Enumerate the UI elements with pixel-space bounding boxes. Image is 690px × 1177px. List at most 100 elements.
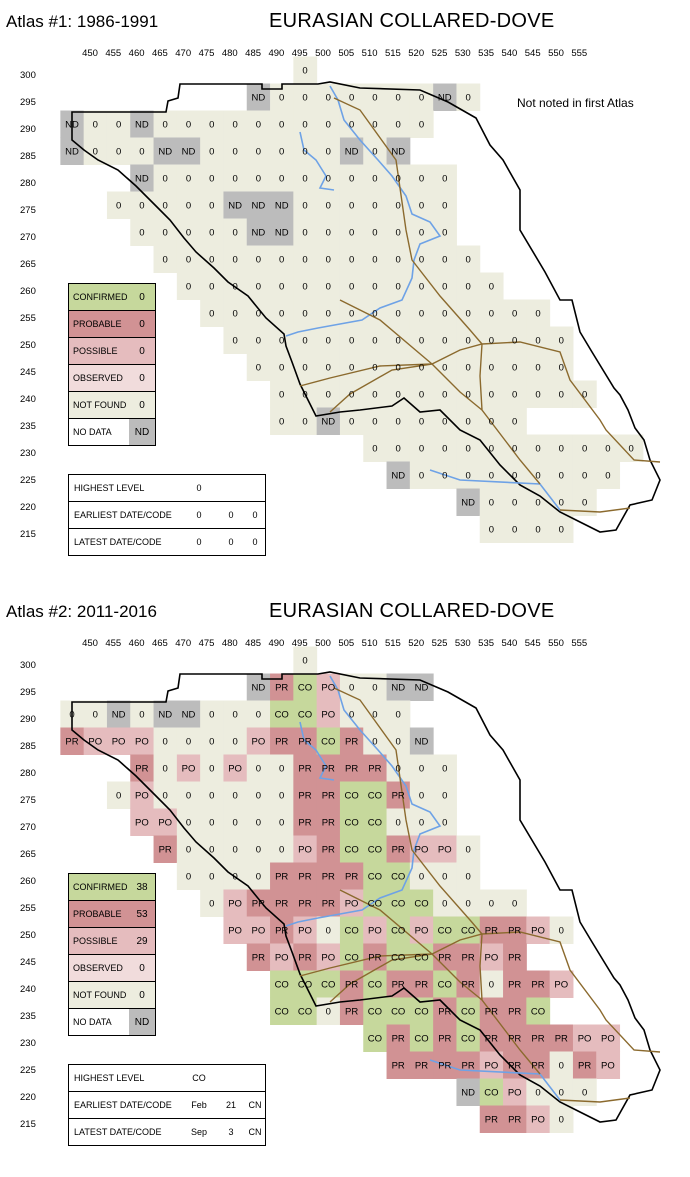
legend-label: OBSERVED xyxy=(69,955,129,981)
grid-cell xyxy=(246,110,271,138)
cell-code: ND xyxy=(65,120,79,131)
cell-code: PR xyxy=(322,845,335,856)
grid-cell xyxy=(363,673,388,701)
cell-code: 0 xyxy=(279,255,284,266)
grid-cell xyxy=(293,673,318,701)
cell-code: 0 xyxy=(186,255,191,266)
grid-cell xyxy=(409,1051,434,1079)
grid-cell xyxy=(293,191,318,219)
cell-code: CO xyxy=(368,899,382,910)
cell-code: 0 xyxy=(232,255,237,266)
cell-code: CO xyxy=(298,710,312,721)
grid-cell xyxy=(363,326,388,354)
y-axis-label: 215 xyxy=(20,529,36,540)
cell-code: PO xyxy=(368,926,382,937)
cell-code: PO xyxy=(531,926,545,937)
grid-cell xyxy=(223,835,248,863)
cell-code: 0 xyxy=(442,174,447,185)
grid-cell xyxy=(270,191,294,219)
cell-code: 0 xyxy=(326,120,331,131)
cell-code: 0 xyxy=(372,174,377,185)
cell-code: CO xyxy=(368,980,382,991)
cell-code: 0 xyxy=(396,363,401,374)
grid-cell xyxy=(549,1051,574,1079)
cell-code: 0 xyxy=(465,336,470,347)
grid-cell xyxy=(176,700,201,728)
cell-code: PO xyxy=(554,980,568,991)
grid-cell xyxy=(433,916,457,944)
cell-code: CO xyxy=(344,791,358,802)
grid-cell xyxy=(339,835,364,863)
grid-cell xyxy=(176,245,201,273)
cell-code: 0 xyxy=(512,525,517,536)
cell-code: 0 xyxy=(535,1088,540,1099)
cell-code: 0 xyxy=(442,255,447,266)
atlas2-panel: Atlas #2: 2011-2016 EURASIAN COLLARED-DO… xyxy=(0,590,690,1170)
grid-cell xyxy=(409,191,434,219)
x-axis-label: 455 xyxy=(105,48,122,59)
grid-cell xyxy=(270,326,294,354)
cell-code: 0 xyxy=(489,525,494,536)
cell-code: 0 xyxy=(465,390,470,401)
cell-code: PO xyxy=(158,818,172,829)
legend-row: CONFIRMED 0 xyxy=(69,284,155,311)
grid-cell xyxy=(386,673,411,701)
grid-cell xyxy=(246,889,271,917)
cell-code: CO xyxy=(368,791,382,802)
cell-code: 0 xyxy=(512,309,517,320)
grid-cell xyxy=(549,434,574,462)
grid-cell xyxy=(153,781,178,809)
grid-cell xyxy=(339,218,364,246)
grid-cell xyxy=(153,137,178,165)
legend-table: CONFIRMED 0 PROBABLE 0 POSSIBLE 0 OBSERVED 0 NOT… xyxy=(68,283,156,446)
cell-code: PR xyxy=(322,791,335,802)
cell-code: CO xyxy=(391,872,405,883)
cell-code: PR xyxy=(298,899,311,910)
cell-code: PR xyxy=(322,818,335,829)
y-axis-label: 275 xyxy=(20,795,36,806)
grid-cell xyxy=(246,916,271,944)
x-axis-label: 550 xyxy=(548,48,564,59)
legend-label: POSSIBLE xyxy=(69,338,129,364)
grid-cell xyxy=(200,781,224,809)
grid-cell xyxy=(270,970,294,998)
x-axis-label: 545 xyxy=(524,638,541,649)
y-axis-label: 280 xyxy=(20,178,36,189)
cell-code: 0 xyxy=(489,282,494,293)
cell-code: CO xyxy=(344,818,358,829)
cell-code: 0 xyxy=(163,228,168,239)
summary-label: LATEST DATE/CODE xyxy=(74,1127,162,1137)
y-axis-label: 225 xyxy=(20,475,36,486)
grid-cell xyxy=(479,434,504,462)
grid-cell xyxy=(200,754,224,782)
cell-code: ND xyxy=(391,471,405,482)
grid-cell xyxy=(246,137,271,165)
grid-cell xyxy=(456,83,481,111)
grid-cell xyxy=(200,808,224,836)
grid-cell xyxy=(246,862,271,890)
grid-cell xyxy=(130,218,155,246)
x-axis-label: 485 xyxy=(245,48,262,59)
cell-code: 0 xyxy=(372,444,377,455)
cell-code: CO xyxy=(414,1034,428,1045)
cell-code: 0 xyxy=(116,791,121,802)
cell-code: 0 xyxy=(372,417,377,428)
grid-cell xyxy=(433,808,457,836)
grid-cell xyxy=(526,1024,551,1052)
cell-code: ND xyxy=(461,498,475,509)
cell-code: CO xyxy=(344,845,358,856)
cell-code: 0 xyxy=(163,764,168,775)
cell-code: PR xyxy=(275,737,288,748)
cell-code: PO xyxy=(135,791,149,802)
cell-code: CO xyxy=(298,1007,312,1018)
grid-cell xyxy=(200,245,224,273)
grid-cell xyxy=(270,299,294,327)
cell-code: 0 xyxy=(419,282,424,293)
cell-code: 0 xyxy=(442,444,447,455)
grid-cell xyxy=(479,326,504,354)
cell-code: PO xyxy=(345,899,359,910)
grid-cell xyxy=(83,700,108,728)
grid-cell xyxy=(526,1051,551,1079)
summary-value: 0 xyxy=(196,483,202,493)
grid-cell xyxy=(456,326,481,354)
